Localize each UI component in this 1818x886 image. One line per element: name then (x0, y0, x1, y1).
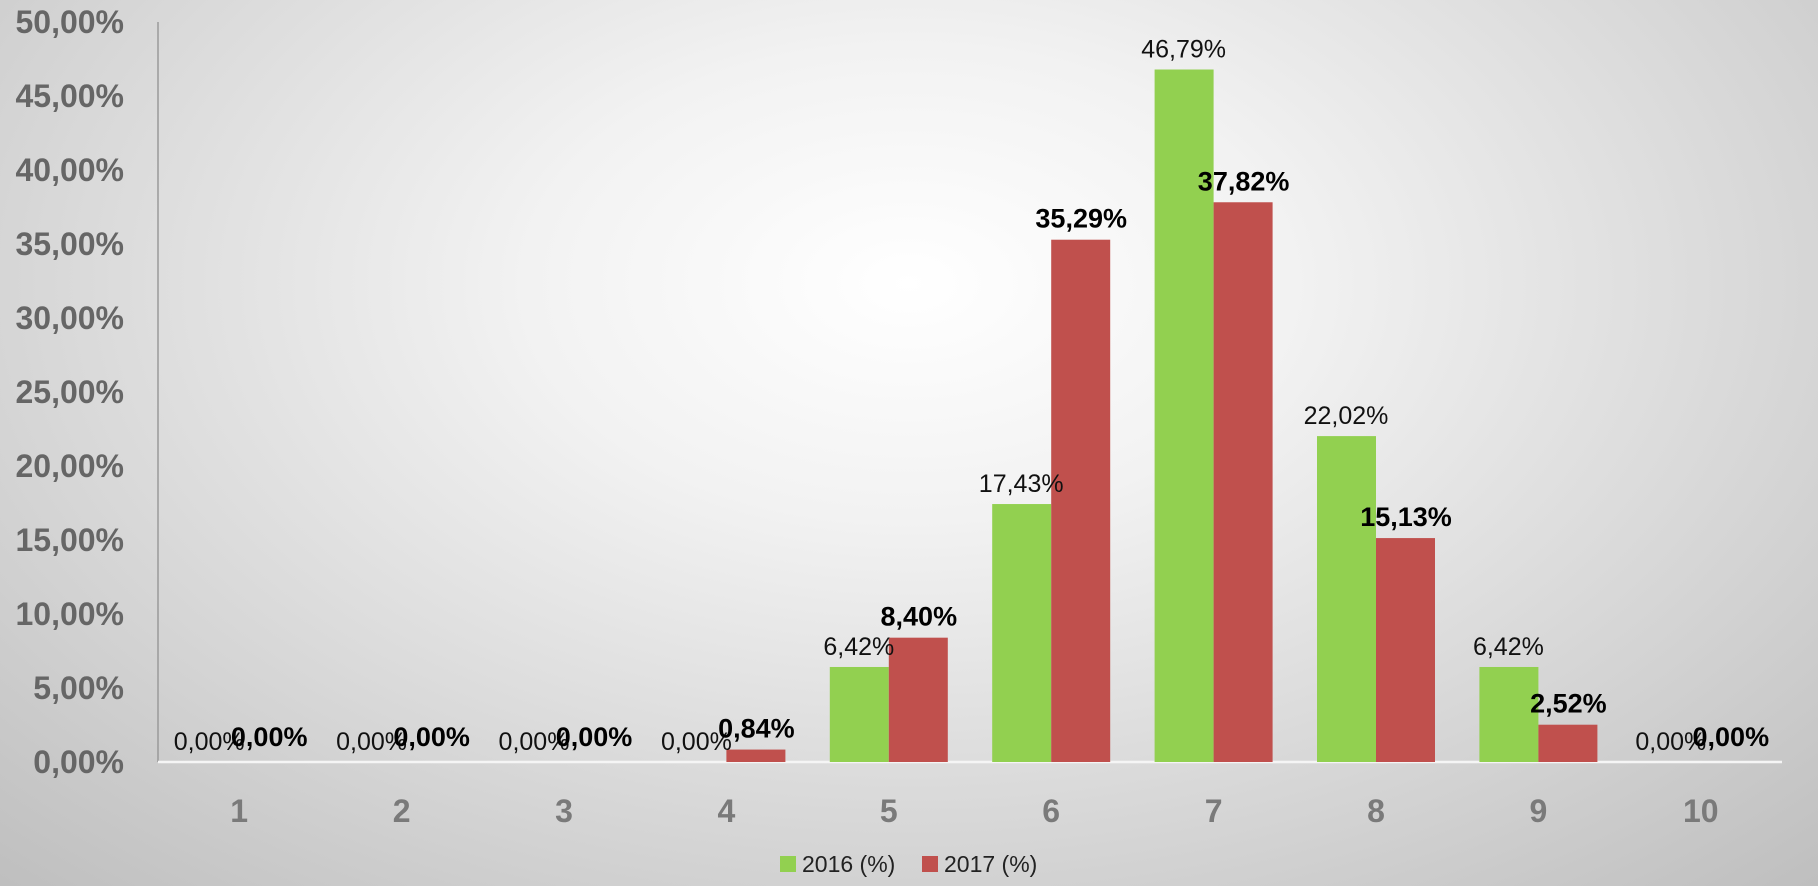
x-tick-label: 6 (1042, 793, 1060, 829)
y-tick-label: 20,00% (15, 448, 124, 484)
x-tick-label: 8 (1367, 793, 1385, 829)
data-label-2017-10: 0,00% (1693, 722, 1770, 752)
y-tick-label: 50,00% (15, 4, 124, 40)
x-tick-label: 4 (718, 793, 736, 829)
y-tick-label: 35,00% (15, 226, 124, 262)
y-tick-label: 5,00% (33, 670, 124, 706)
x-tick-label: 1 (230, 793, 248, 829)
bar-2016-7 (1154, 69, 1214, 763)
y-tick-label: 30,00% (15, 300, 124, 336)
data-label-2016-2: 0,00% (336, 728, 407, 756)
bar-2017-9 (1538, 724, 1598, 762)
data-label-2016-1: 0,00% (174, 728, 245, 756)
x-tick-label: 9 (1530, 793, 1548, 829)
data-label-2017-4: 0,84% (718, 714, 795, 744)
y-tick-label: 40,00% (15, 152, 124, 188)
bar-2017-5 (888, 637, 948, 762)
data-label-2017-6: 35,29% (1035, 204, 1127, 234)
x-tick-label: 2 (393, 793, 411, 829)
y-tick-label: 15,00% (15, 522, 124, 558)
data-label-2016-3: 0,00% (499, 728, 570, 756)
data-label-2016-7: 46,79% (1141, 36, 1226, 64)
data-labels: 0,00% 0,00% 0,00% 0,00%6,42%17,43%46,79%22,… (174, 36, 1769, 756)
bar-2016-6 (992, 504, 1052, 762)
legend-swatch-2017 (922, 856, 938, 872)
data-label-2017-9: 2,52% (1530, 689, 1607, 719)
data-label-2017-8: 15,13% (1360, 502, 1452, 532)
legend-swatch-2016 (780, 856, 796, 872)
x-tick-label: 7 (1205, 793, 1223, 829)
bars (726, 69, 1598, 763)
data-label-2016-6: 17,43% (979, 470, 1064, 498)
data-label-2016-5: 6,42% (823, 633, 894, 661)
bar-2017-8 (1376, 538, 1435, 762)
data-label-2017-3: 0,00% (556, 722, 633, 752)
bar-2017-6 (1051, 239, 1111, 762)
y-tick-label: 45,00% (15, 78, 124, 114)
y-tick-label: 25,00% (15, 374, 124, 410)
data-label-2017-2: 0,00% (393, 722, 470, 752)
bar-2016-8 (1317, 436, 1376, 762)
x-tick-label: 10 (1683, 793, 1719, 829)
data-label-2016-8: 22,02% (1304, 402, 1389, 430)
data-label-2017-7: 37,82% (1198, 166, 1290, 196)
data-label-2016-9: 6,42% (1473, 633, 1544, 661)
data-label-2017-5: 8,40% (881, 602, 958, 632)
bar-2017-4 (726, 749, 786, 762)
bar-2016-5 (829, 666, 889, 762)
legend: 2016 (%) 2017 (%) (780, 851, 1037, 877)
data-label-2016-4: 0,00% (661, 728, 732, 756)
y-axis: 0,00% 5,00% 10,00% 15,00% 20,00% 25,00% 30,00%… (15, 4, 159, 780)
y-tick-label: 10,00% (15, 596, 124, 632)
bar-2016-9 (1479, 666, 1539, 762)
data-label-2017-1: 0,00% (231, 722, 308, 752)
x-tick-label: 3 (555, 793, 573, 829)
y-tick-label: 0,00% (33, 744, 124, 780)
bar-2017-7 (1213, 202, 1273, 762)
x-axis: 1 2 3 4 5 6 7 8 9 10 (158, 760, 1782, 829)
legend-label-2016: 2016 (%) (802, 851, 895, 877)
legend-label-2017: 2017 (%) (944, 851, 1037, 877)
data-label-2016-10: 0,00% (1635, 728, 1706, 756)
x-tick-label: 5 (880, 793, 898, 829)
